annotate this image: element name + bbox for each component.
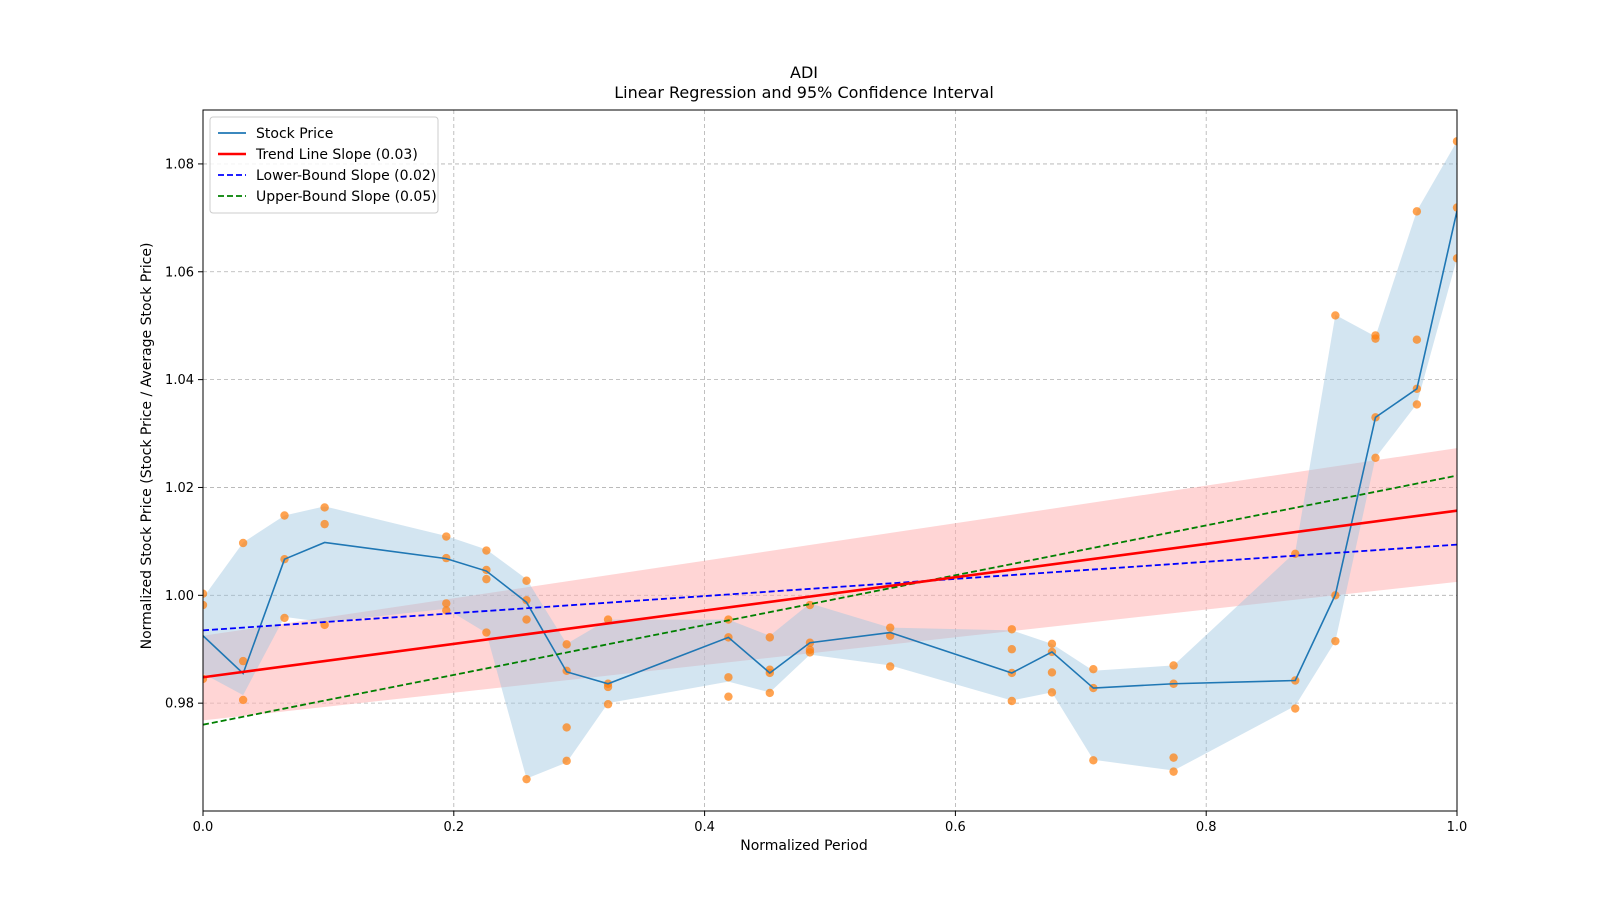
observation-point [724,692,733,701]
x-tick-label: 0.0 [193,820,214,835]
observation-point [320,519,329,529]
observation-point [522,595,531,605]
observation-point [1291,704,1300,713]
observation-point [238,656,248,666]
observation-point [1007,625,1017,634]
y-tick-label: 1.00 [165,589,194,604]
observation-point [1452,137,1457,146]
observation-point [482,574,491,584]
observation-point [1412,207,1422,216]
legend-label: Trend Line Slope (0.03) [255,147,418,163]
observation-point [1412,400,1422,409]
observation-point [1007,696,1017,706]
plot-frame [202,109,1458,812]
observation-point [765,688,775,698]
stock-price-line [203,210,1457,689]
observation-point [522,774,531,784]
observation-point [562,723,571,732]
plot-area [203,110,1457,811]
observation-point [238,695,248,705]
observation-point [1089,664,1098,674]
observation-point [1371,334,1380,343]
observation-point [320,503,329,512]
observation-point [442,606,451,615]
observation-point [1169,767,1178,776]
upper-bound-slope-line [203,474,1457,726]
x-tick-label: 0.6 [945,820,966,835]
observation-point [765,633,775,642]
observation-point [1169,661,1178,670]
observation-point [562,756,571,766]
legend-label: Stock Price [256,126,333,142]
x-tick-label: 1.0 [1447,820,1468,835]
observation-point [805,648,815,657]
observation-point [203,589,208,598]
observation-point [1331,636,1340,646]
axis-ticks: 0.0 0.2 0.4 0.6 0.8 1.0 0.98 1.00 1.02 1.04 1.06 1.… [165,157,1467,835]
trend-line [203,509,1457,679]
y-tick-label: 0.98 [165,697,194,712]
observation-point [280,511,289,520]
observation-point [1089,756,1098,765]
observation-point [442,599,451,608]
observation-point [280,613,289,623]
legend-label: Lower-Bound Slope (0.02) [256,168,436,184]
observation-point [238,538,248,548]
y-tick-label: 1.08 [165,157,194,172]
observation-point [482,628,491,637]
observation-point [522,615,531,624]
y-tick-label: 1.06 [165,265,194,280]
chart-subtitle: Linear Regression and 95% Confidence Int… [614,83,994,102]
observation-point [1047,688,1057,697]
legend-box [209,116,439,214]
observation-point [522,576,531,585]
series-lines [203,210,1457,726]
y-tick-label: 1.04 [165,373,194,388]
observation-point [442,532,451,541]
observation-point [1331,311,1340,320]
x-axis-label: Normalized Period [740,838,868,854]
observation-point [203,600,208,610]
observation-point [1047,639,1057,649]
observation-point [885,623,895,632]
chart-title: ADI [790,63,818,82]
observation-point [1371,453,1380,463]
trend-confidence-band [203,448,1457,721]
legend: Stock Price Trend Line Slope (0.03) Lower-… [209,116,439,214]
lower-bound-slope-line [203,543,1457,632]
confidence-bands [203,141,1457,779]
observation-point [603,615,613,624]
observation-point [482,546,491,555]
stock-price-band [203,141,1457,779]
observation-point [603,700,613,709]
observation-point [885,662,895,671]
observation-point [1047,668,1057,677]
observation-point [724,673,733,682]
observation-point [603,682,613,692]
x-tick-label: 0.4 [694,820,715,835]
observation-point [1412,335,1422,344]
observation-point [1169,753,1178,762]
observation-point [562,640,571,649]
observation-point [1452,254,1457,263]
x-tick-label: 0.2 [443,820,464,835]
y-axis-label: Normalized Stock Price (Stock Price / Av… [139,243,155,650]
y-tick-label: 1.02 [165,481,194,496]
observation-point [1452,203,1457,212]
x-tick-label: 0.8 [1196,820,1217,835]
legend-label: Upper-Bound Slope (0.05) [256,189,437,205]
observation-point [1007,645,1017,654]
